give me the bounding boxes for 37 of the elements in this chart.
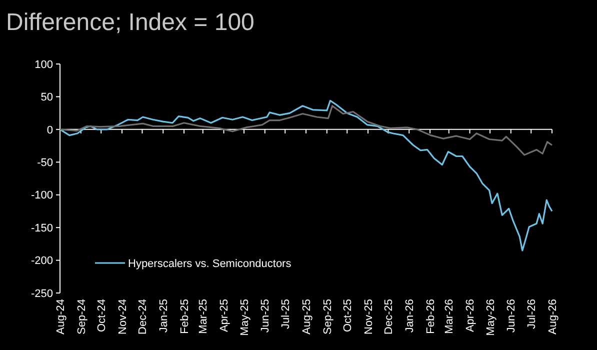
x-tick-label: Apr-25 — [218, 299, 231, 332]
y-tick-label: -200 — [30, 255, 53, 268]
x-tick-label: Nov-25 — [362, 299, 375, 334]
x-tick-label: May-26 — [484, 299, 497, 336]
x-tick-label: Dec-24 — [137, 299, 150, 334]
legend-label: Hyperscalers vs. Semiconductors — [128, 258, 292, 270]
x-tick-label: Nov-24 — [116, 299, 129, 334]
x-tick-label: Aug-26 — [546, 299, 559, 334]
x-tick-label: Aug-24 — [54, 299, 67, 334]
x-tick-label: Aug-25 — [300, 299, 313, 334]
y-tick-label: -100 — [30, 190, 53, 202]
x-tick-label: Jan-26 — [404, 299, 416, 333]
y-tick-label: 100 — [34, 58, 53, 71]
x-tick-label: Feb-26 — [424, 299, 437, 334]
x-tick-label: Jun-25 — [260, 299, 272, 333]
y-tick-label: -250 — [30, 288, 53, 300]
y-tick-label: -50 — [37, 156, 53, 169]
x-tick-label: Mar-26 — [444, 299, 456, 334]
y-tick-label: -150 — [30, 222, 53, 234]
x-tick-label: Oct-24 — [96, 299, 108, 332]
x-tick-label: Sep-24 — [76, 299, 88, 334]
x-tick-label: Sep-25 — [322, 299, 334, 334]
x-tick-label: Apr-26 — [464, 299, 477, 332]
y-tick-label: 50 — [40, 92, 53, 104]
x-tick-label: Jan-25 — [158, 299, 170, 333]
x-tick-label: Dec-25 — [383, 299, 396, 334]
chart-title: Difference; Index = 100 — [6, 9, 254, 36]
x-tick-label: Jul-26 — [526, 299, 538, 329]
x-tick-label: Jun-26 — [506, 299, 518, 333]
x-tick-label: Oct-25 — [342, 299, 354, 332]
x-tick-label: Jul-25 — [280, 299, 292, 329]
line-series — [59, 100, 553, 252]
line-series — [59, 105, 553, 156]
x-tick-label: Mar-25 — [198, 299, 210, 334]
x-tick-label: Feb-25 — [178, 299, 191, 334]
y-tick-label: 0 — [46, 124, 53, 136]
x-tick-label: May-25 — [238, 299, 251, 336]
